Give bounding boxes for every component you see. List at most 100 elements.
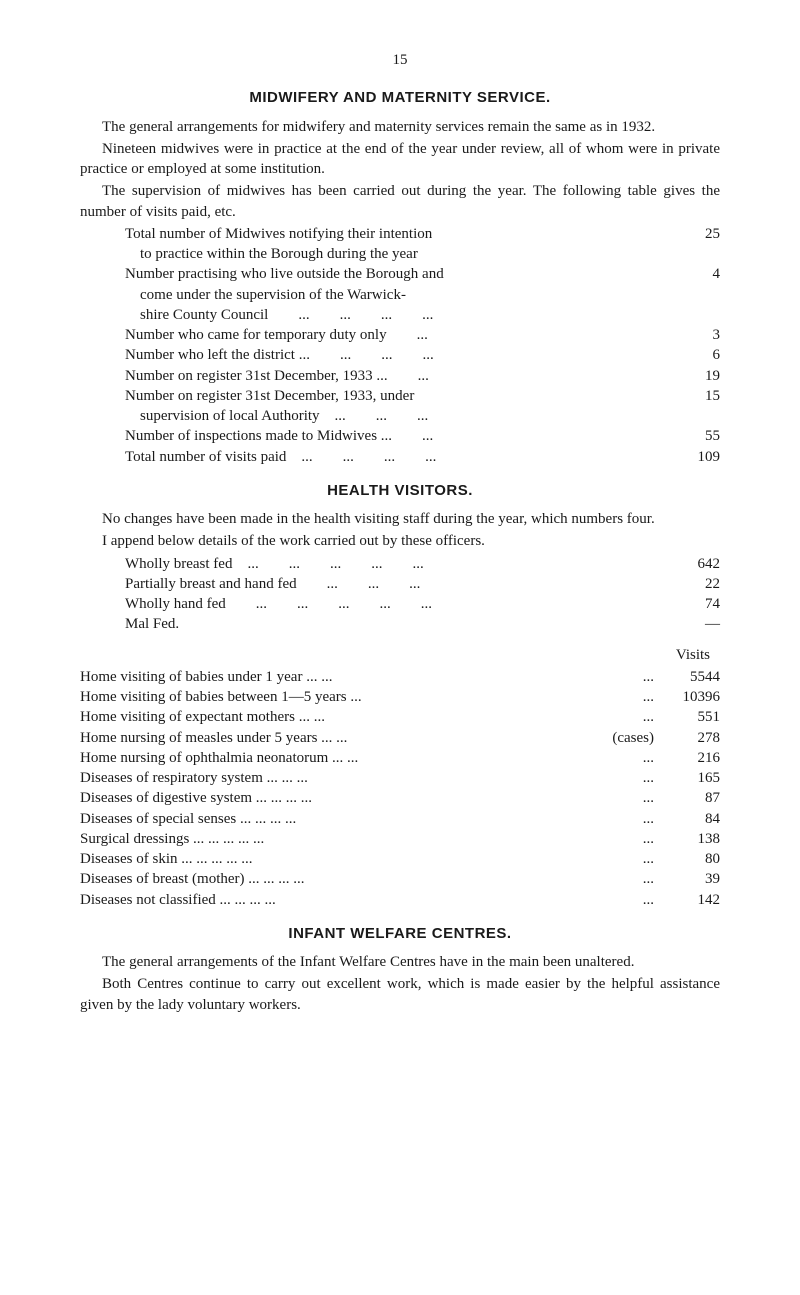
- table-row: Diseases of breast (mother) ... ... ... …: [80, 869, 720, 889]
- stat-label: Mal Fed.: [125, 614, 650, 634]
- stat-row: Total number of visits paid ... ... ... …: [125, 447, 720, 467]
- row-label: Diseases of digestive system ... ... ...…: [80, 788, 584, 808]
- table-row: Home visiting of babies between 1—5 year…: [80, 687, 720, 707]
- stat-row: Number who came for temporary duty only …: [125, 325, 720, 345]
- stat-value: 74: [650, 594, 720, 614]
- row-label: Diseases of skin ... ... ... ... ...: [80, 849, 584, 869]
- stat-label: Total number of Midwives notifying their…: [125, 224, 650, 265]
- row-value: 216: [660, 748, 720, 768]
- stat-row: Partially breast and hand fed ... ... ..…: [125, 574, 720, 594]
- page: 15 MIDWIFERY AND MATERNITY SERVICE. The …: [0, 0, 800, 1077]
- stat-value: 4: [650, 264, 720, 284]
- row-label: Home nursing of measles under 5 years ..…: [80, 728, 584, 748]
- midwifery-title: MIDWIFERY AND MATERNITY SERVICE.: [80, 88, 720, 108]
- row-mid: ...: [584, 869, 660, 889]
- table-row: Diseases of special senses ... ... ... .…: [80, 809, 720, 829]
- stat-row: Number practising who live outside the B…: [125, 264, 720, 325]
- row-mid: ...: [584, 687, 660, 707]
- midwifery-p3: The supervision of midwives has been car…: [80, 181, 720, 222]
- row-value: 278: [660, 728, 720, 748]
- stat-label: Number on register 31st December, 1933 .…: [125, 366, 650, 386]
- row-label: Home visiting of babies between 1—5 year…: [80, 687, 584, 707]
- row-label: Diseases not classified ... ... ... ...: [80, 890, 584, 910]
- stat-label: Wholly hand fed ... ... ... ... ...: [125, 594, 650, 614]
- row-mid: ...: [584, 707, 660, 727]
- stat-value: —: [650, 614, 720, 634]
- row-label: Home nursing of ophthalmia neonatorum ..…: [80, 748, 584, 768]
- stat-value: 15: [650, 386, 720, 406]
- stat-value: 3: [650, 325, 720, 345]
- row-mid: ...: [584, 788, 660, 808]
- stat-label: Total number of visits paid ... ... ... …: [125, 447, 650, 467]
- row-label: Diseases of respiratory system ... ... .…: [80, 768, 584, 788]
- row-label: Home visiting of babies under 1 year ...…: [80, 667, 584, 687]
- row-value: 39: [660, 869, 720, 889]
- table-row: Diseases of digestive system ... ... ...…: [80, 788, 720, 808]
- stat-row: Number of inspections made to Midwives .…: [125, 426, 720, 446]
- stat-label: Wholly breast fed ... ... ... ... ...: [125, 554, 650, 574]
- stat-value: 6: [650, 345, 720, 365]
- infant-p1: The general arrangements of the Infant W…: [80, 952, 720, 972]
- stat-row: Number on register 31st December, 1933, …: [125, 386, 720, 427]
- row-label: Surgical dressings ... ... ... ... ...: [80, 829, 584, 849]
- row-value: 5544: [660, 667, 720, 687]
- row-mid: ...: [584, 768, 660, 788]
- health-p2: I append below details of the work carri…: [80, 531, 720, 551]
- row-label: Diseases of breast (mother) ... ... ... …: [80, 869, 584, 889]
- stat-value: 19: [650, 366, 720, 386]
- row-mid: ...: [584, 748, 660, 768]
- row-value: 551: [660, 707, 720, 727]
- table-row: Home nursing of measles under 5 years ..…: [80, 728, 720, 748]
- midwifery-p2: Nineteen midwives were in practice at th…: [80, 139, 720, 180]
- table-row: Diseases of skin ... ... ... ... ......8…: [80, 849, 720, 869]
- stat-row: Wholly hand fed ... ... ... ... ...74: [125, 594, 720, 614]
- page-number: 15: [80, 50, 720, 70]
- row-value: 87: [660, 788, 720, 808]
- stat-label: Number of inspections made to Midwives .…: [125, 426, 650, 446]
- table-row: Surgical dressings ... ... ... ... .....…: [80, 829, 720, 849]
- row-mid: ...: [584, 809, 660, 829]
- row-mid: ...: [584, 890, 660, 910]
- table-row: Home visiting of babies under 1 year ...…: [80, 667, 720, 687]
- row-value: 84: [660, 809, 720, 829]
- stat-row: Total number of Midwives notifying their…: [125, 224, 720, 265]
- row-mid: (cases): [584, 728, 660, 748]
- table-row: Home nursing of ophthalmia neonatorum ..…: [80, 748, 720, 768]
- row-mid: ...: [584, 849, 660, 869]
- row-label: Diseases of special senses ... ... ... .…: [80, 809, 584, 829]
- row-value: 165: [660, 768, 720, 788]
- stat-label: Number practising who live outside the B…: [125, 264, 650, 325]
- stat-value: 109: [650, 447, 720, 467]
- stat-value: 55: [650, 426, 720, 446]
- row-value: 142: [660, 890, 720, 910]
- infant-p2: Both Centres continue to carry out excel…: [80, 974, 720, 1015]
- health-title: HEALTH VISITORS.: [80, 481, 720, 501]
- midwifery-stats: Total number of Midwives notifying their…: [125, 224, 720, 467]
- stat-label: Partially breast and hand fed ... ... ..…: [125, 574, 650, 594]
- visits-table: Home visiting of babies under 1 year ...…: [80, 667, 720, 910]
- row-value: 138: [660, 829, 720, 849]
- stat-label: Number on register 31st December, 1933, …: [125, 386, 650, 427]
- row-mid: ...: [584, 829, 660, 849]
- health-p1: No changes have been made in the health …: [80, 509, 720, 529]
- table-row: Home visiting of expectant mothers ... .…: [80, 707, 720, 727]
- table-row: Diseases of respiratory system ... ... .…: [80, 768, 720, 788]
- row-mid: ...: [584, 667, 660, 687]
- stat-label: Number who came for temporary duty only …: [125, 325, 650, 345]
- health-stats: Wholly breast fed ... ... ... ... ...642…: [125, 554, 720, 635]
- stat-row: Mal Fed.—: [125, 614, 720, 634]
- stat-label: Number who left the district ... ... ...…: [125, 345, 650, 365]
- row-value: 80: [660, 849, 720, 869]
- stat-value: 642: [650, 554, 720, 574]
- midwifery-p1: The general arrangements for midwifery a…: [80, 117, 720, 137]
- visits-header: Visits: [80, 645, 720, 665]
- stat-row: Number who left the district ... ... ...…: [125, 345, 720, 365]
- stat-row: Number on register 31st December, 1933 .…: [125, 366, 720, 386]
- stat-row: Wholly breast fed ... ... ... ... ...642: [125, 554, 720, 574]
- stat-value: 25: [650, 224, 720, 244]
- stat-value: 22: [650, 574, 720, 594]
- row-value: 10396: [660, 687, 720, 707]
- table-row: Diseases not classified ... ... ... ....…: [80, 890, 720, 910]
- row-label: Home visiting of expectant mothers ... .…: [80, 707, 584, 727]
- infant-title: INFANT WELFARE CENTRES.: [80, 924, 720, 944]
